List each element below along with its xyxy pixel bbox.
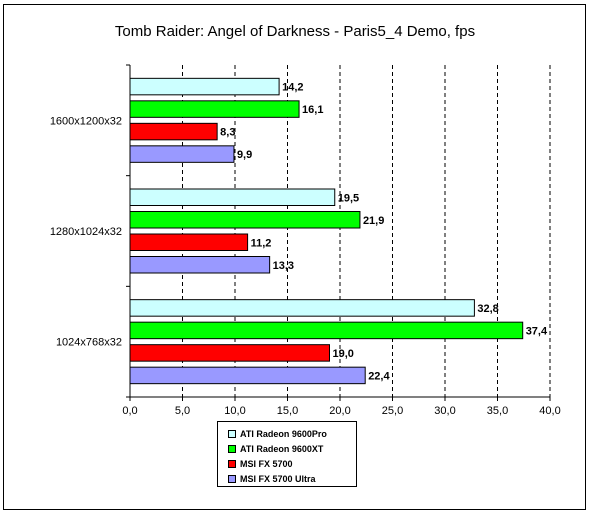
bar (129, 77, 280, 96)
legend-item: MSI FX 5700 (228, 456, 356, 471)
labels: Tomb Raider: Angel of Darkness - Paris5_… (50, 23, 561, 417)
bar (129, 233, 249, 251)
bar (129, 145, 235, 163)
legend-swatch (228, 429, 236, 438)
data-label: 16,1 (302, 104, 323, 116)
data-label: 22,4 (368, 370, 390, 382)
legend-swatch (228, 444, 236, 453)
legend-item: ATI Radeon 9600Pro (228, 426, 356, 441)
x-tick-label: 10,0 (224, 405, 245, 417)
data-label: 14,2 (282, 82, 303, 94)
chart-border (3, 4, 586, 510)
data-label: 32,8 (477, 303, 498, 315)
axes (126, 64, 551, 401)
legend-item: ATI Radeon 9600XT (228, 441, 356, 456)
legend-label: ATI Radeon 9600Pro (240, 428, 327, 439)
x-tick-label: 15,0 (277, 405, 298, 417)
legend-item: MSI FX 5700 Ultra (228, 471, 356, 486)
chart-title: Tomb Raider: Angel of Darkness - Paris5_… (115, 23, 475, 40)
legend-swatch (228, 459, 236, 468)
data-label: 13,3 (273, 260, 294, 272)
category-label: 1600x1200x32 (50, 115, 122, 127)
bar (129, 366, 366, 385)
bar (129, 256, 271, 274)
bar (129, 100, 300, 118)
bar (129, 299, 475, 317)
bar (129, 188, 336, 206)
x-tick-label: 20,0 (329, 405, 350, 417)
data-label: 21,9 (363, 215, 384, 227)
category-label: 1280x1024x32 (50, 226, 122, 238)
data-label: 37,4 (526, 325, 548, 337)
data-label: 9,9 (237, 149, 252, 161)
bar (129, 122, 218, 141)
bar (129, 211, 361, 229)
x-tick-label: 25,0 (382, 405, 403, 417)
x-tick-label: 35,0 (487, 405, 508, 417)
legend-label: ATI Radeon 9600XT (240, 443, 324, 454)
x-tick-label: 0,0 (122, 405, 137, 417)
legend-label: MSI FX 5700 (240, 458, 293, 469)
data-label: 19,0 (333, 348, 354, 360)
x-tick-label: 5,0 (175, 405, 190, 417)
legend-swatch (228, 474, 236, 483)
data-label: 19,5 (338, 192, 359, 204)
data-label: 8,3 (220, 127, 235, 139)
x-tick-label: 40,0 (539, 405, 560, 417)
bar (129, 344, 330, 362)
x-tick-label: 30,0 (434, 405, 455, 417)
legend-label: MSI FX 5700 Ultra (240, 473, 316, 484)
bars (129, 77, 524, 385)
grid-lines (182, 65, 551, 397)
legend: ATI Radeon 9600Pro ATI Radeon 9600XT MSI… (217, 421, 357, 487)
data-label: 11,2 (251, 237, 272, 249)
category-label: 1024x768x32 (56, 337, 122, 349)
bar (129, 321, 524, 340)
